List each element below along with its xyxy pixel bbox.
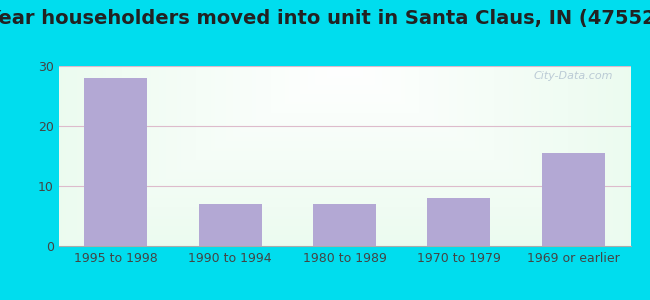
Bar <box>428 198 490 246</box>
Text: Year householders moved into unit in Santa Claus, IN (47552): Year householders moved into unit in San… <box>0 9 650 28</box>
Bar <box>199 204 261 246</box>
Bar <box>313 204 376 246</box>
Text: City-Data.com: City-Data.com <box>534 71 614 81</box>
Bar <box>542 153 605 246</box>
Bar <box>84 78 147 246</box>
